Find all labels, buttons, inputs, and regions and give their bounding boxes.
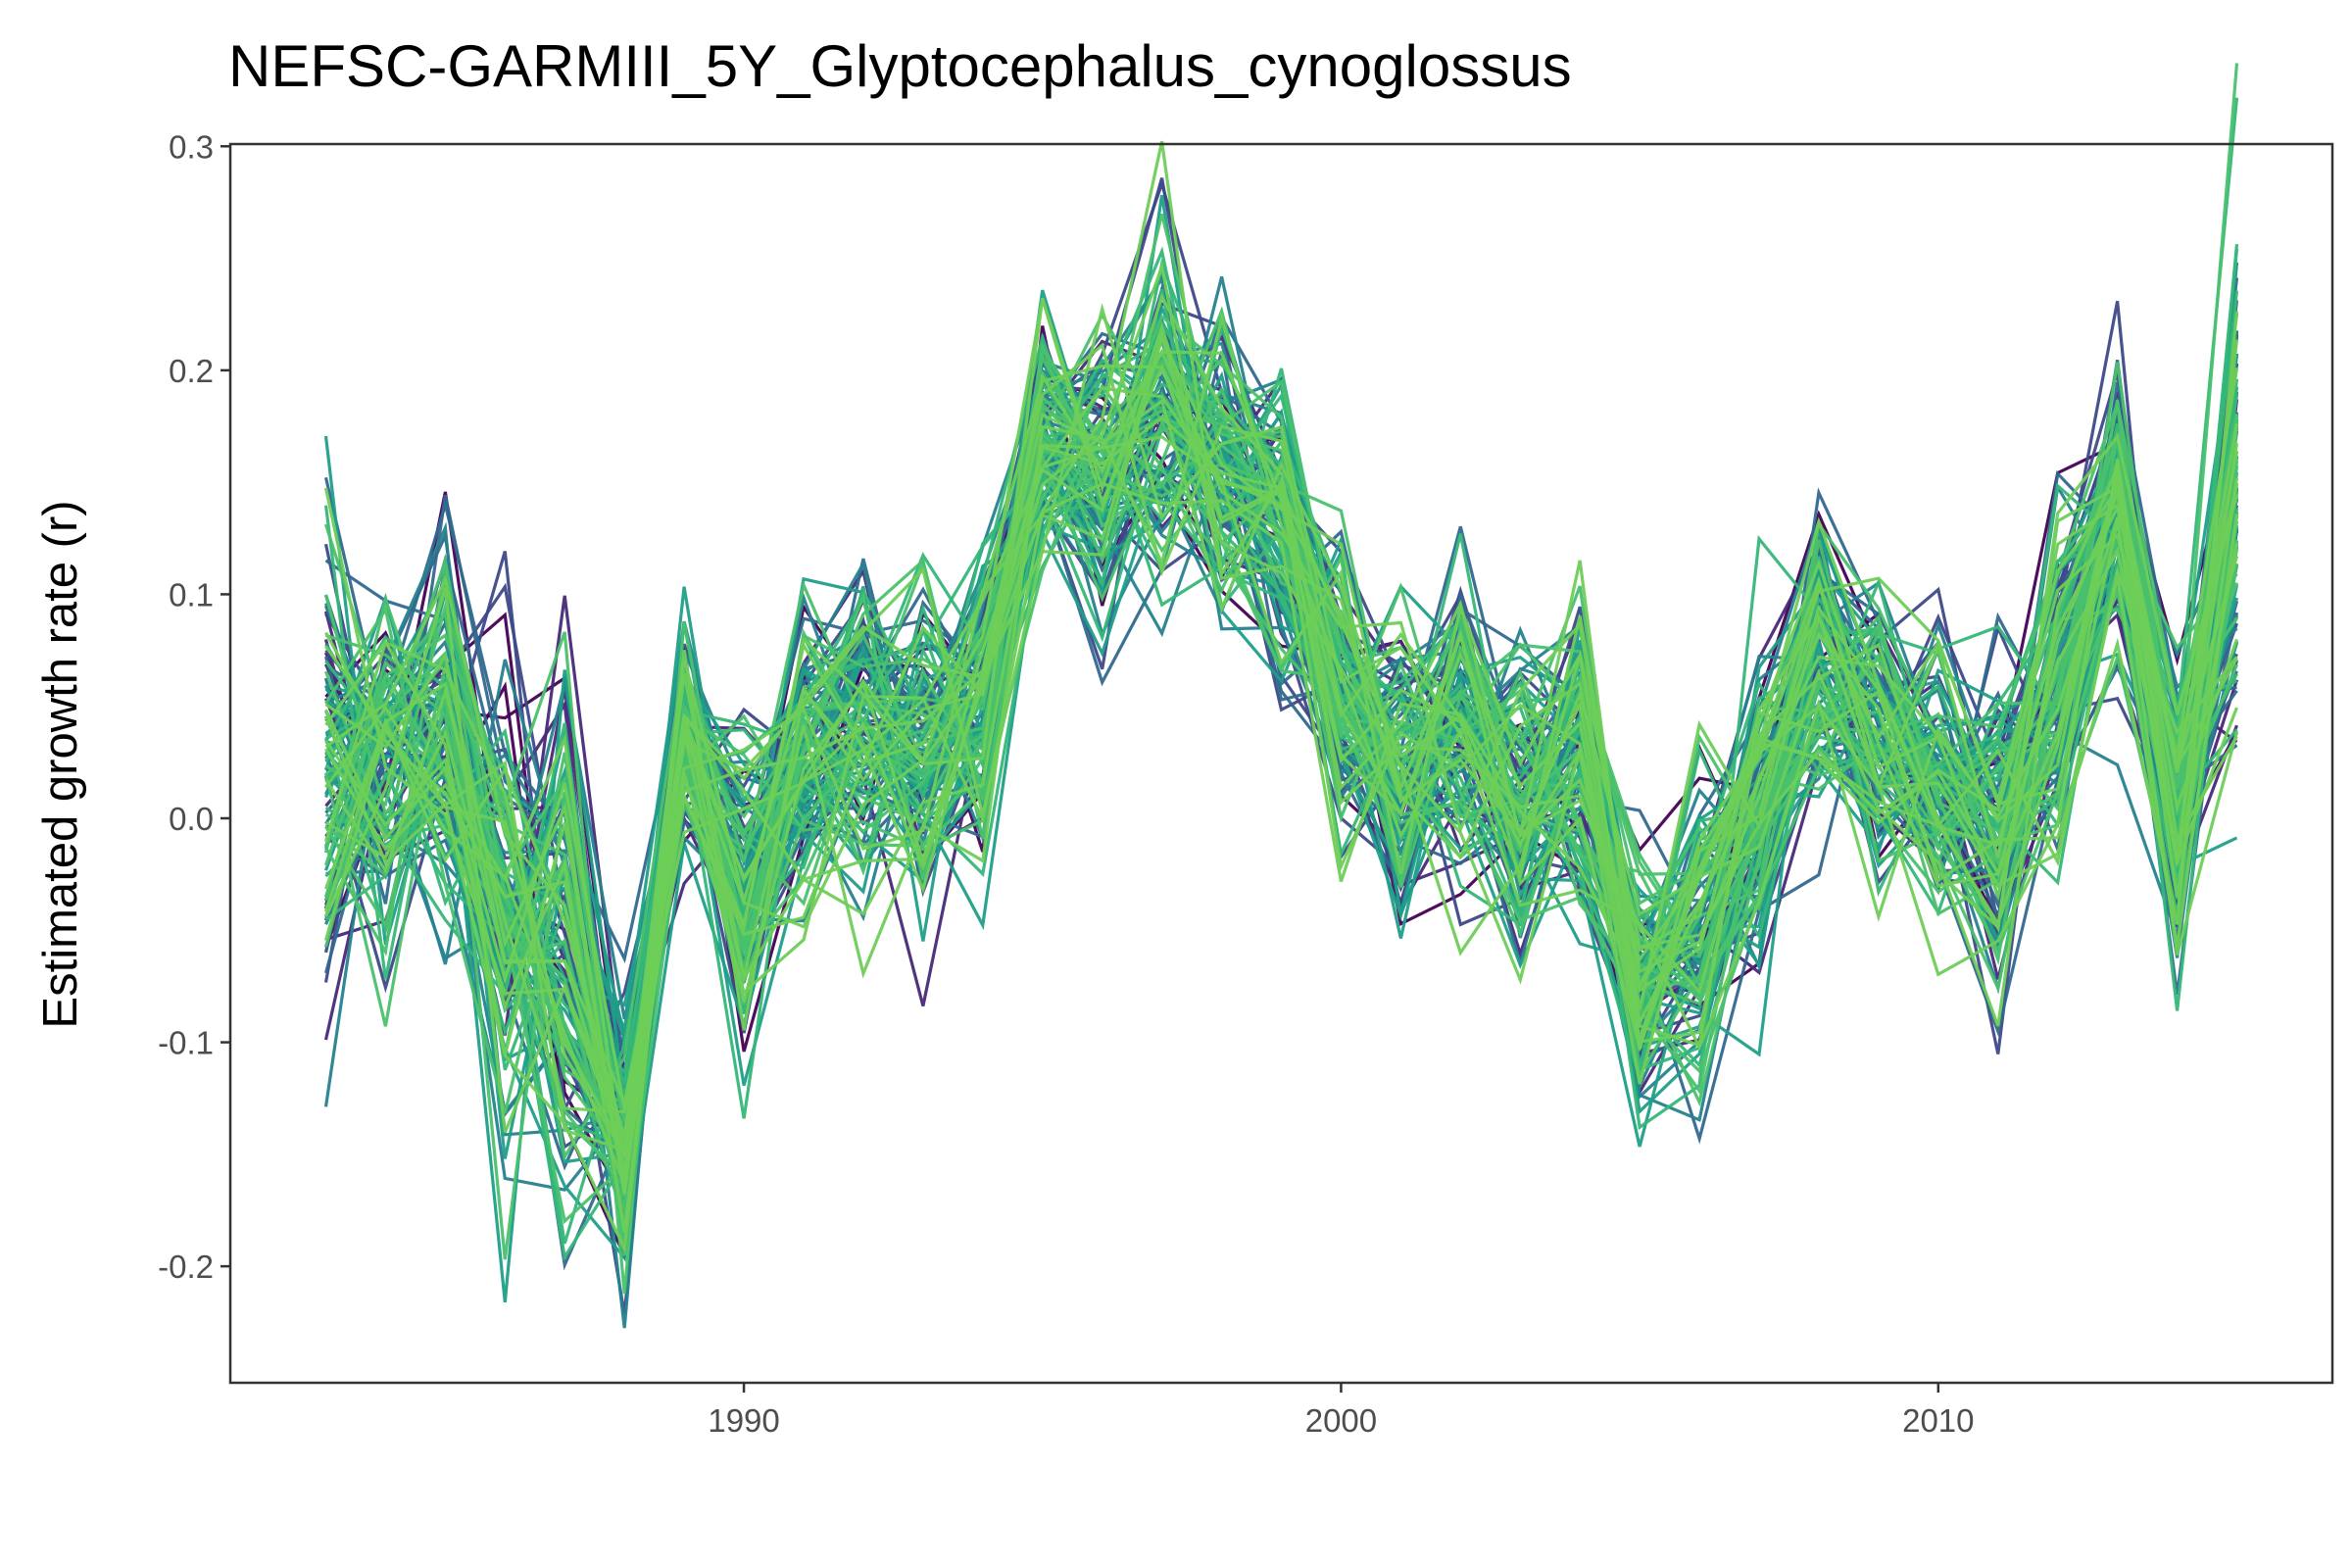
- chart-title: NEFSC-GARMIII_5Y_Glyptocephalus_cynoglos…: [228, 33, 1572, 99]
- y-axis-label: Estimated growth rate (r): [34, 500, 87, 1028]
- series-line: [323, 298, 2239, 1191]
- series-line: [323, 333, 2239, 1138]
- y-tick-label: 0.2: [169, 353, 214, 389]
- x-tick-label: 2000: [1305, 1402, 1377, 1439]
- plot-panel-border: [228, 142, 2334, 1385]
- y-axis: -0.2 -0.1 0.0 0.1 0.2 0.3: [158, 128, 230, 1285]
- y-tick-label: 0.0: [169, 801, 214, 837]
- series-group: [323, 63, 2239, 1329]
- y-tick-label: -0.2: [158, 1249, 214, 1285]
- series-line: [324, 260, 2239, 1110]
- x-axis: 1990 2000 2010: [708, 1383, 1975, 1439]
- x-tick-label: 1990: [708, 1402, 779, 1439]
- y-tick-label: -0.1: [158, 1025, 214, 1061]
- x-tick-label: 2010: [1902, 1402, 1974, 1439]
- y-tick-label: 0.1: [169, 576, 214, 612]
- y-tick-label: 0.3: [169, 128, 214, 165]
